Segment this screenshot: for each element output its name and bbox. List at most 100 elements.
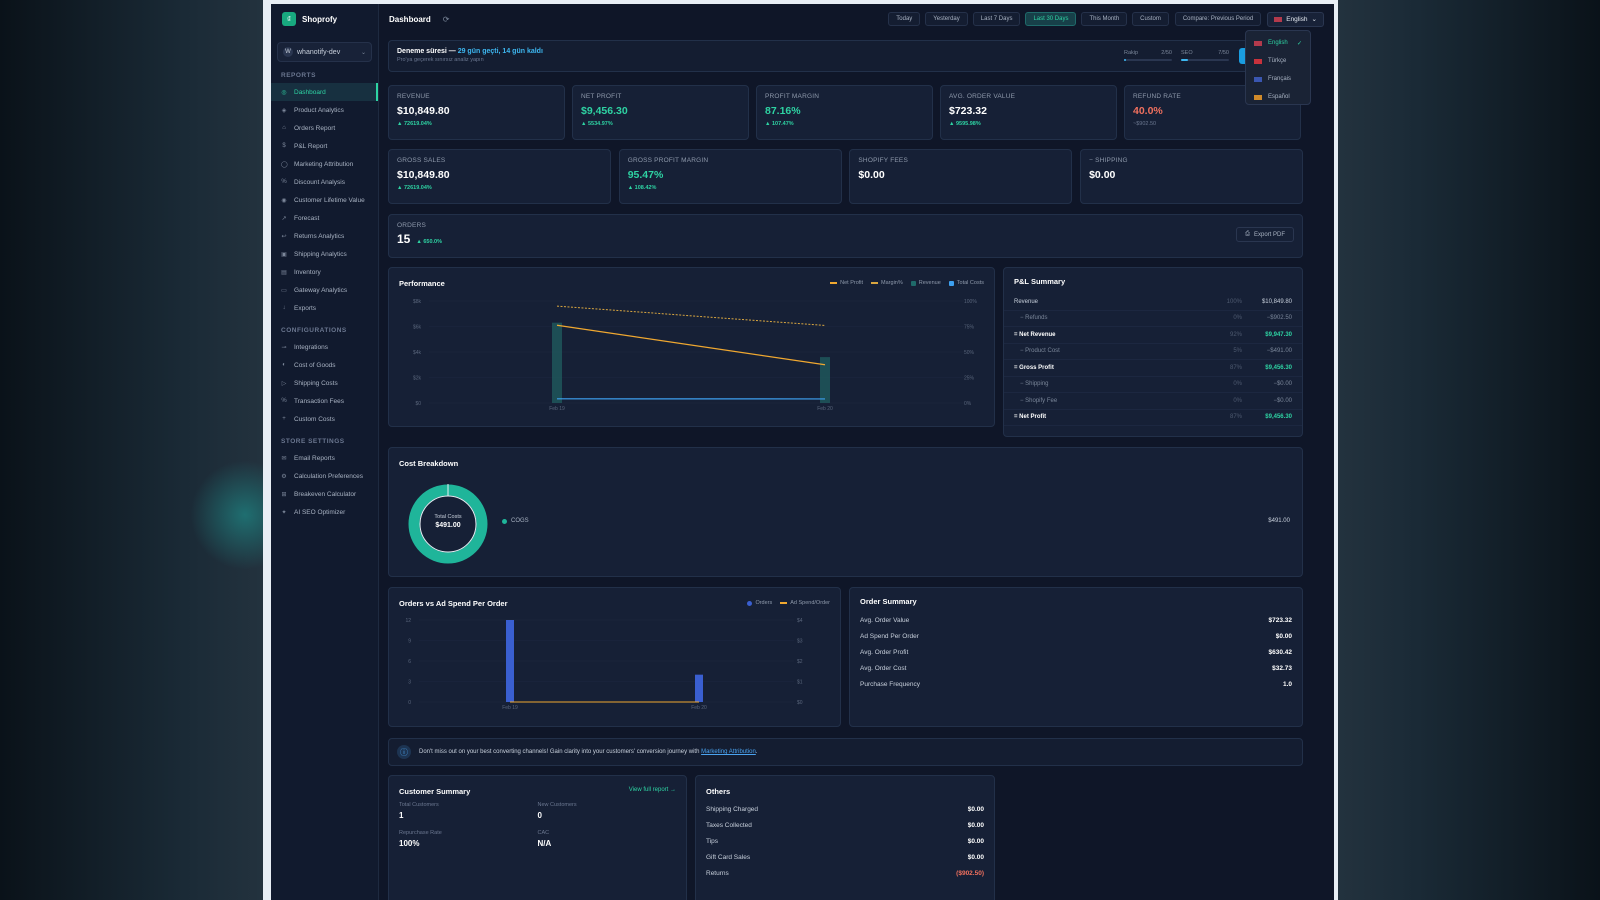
section-store-title: STORE SETTINGS [281, 438, 345, 445]
y-tick-label: $6k [413, 325, 422, 331]
performance-title: Performance [399, 279, 445, 288]
sidebar-item-marketing-attribution[interactable]: ◯ Marketing Attribution [271, 155, 378, 173]
calculator-icon: ⊞ [281, 491, 287, 498]
range-yesterday[interactable]: Yesterday [925, 12, 968, 26]
cart-icon: ⌂ [282, 125, 286, 131]
sidebar-item-integrations[interactable]: ⊸ Integrations [271, 338, 378, 356]
sidebar-item-gateway-analytics[interactable]: ▭ Gateway Analytics [271, 281, 378, 299]
range-last-30-days[interactable]: Last 30 Days [1025, 12, 1077, 26]
sidebar-item-label: Dashboard [294, 88, 326, 96]
marketing-attribution-link[interactable]: Marketing Attribution [701, 749, 756, 755]
legend-total-costs: Total Costs [948, 280, 984, 286]
sidebar-item-label: Customer Lifetime Value [294, 196, 365, 204]
sidebar-item-dashboard[interactable]: ◎ Dashboard [271, 83, 378, 101]
sidebar-item-exports[interactable]: ↓ Exports [271, 299, 378, 317]
language-option-2[interactable]: Français [1246, 70, 1310, 88]
user-icon: ◉ [281, 197, 287, 204]
sidebar-item-breakeven-calculator[interactable]: ⊞ Breakeven Calculator [271, 485, 378, 503]
meter-seo: SEO 7/50 [1181, 50, 1229, 61]
order-summary-label: Avg. Order Cost [860, 664, 907, 672]
language-option-0[interactable]: English ✓ [1246, 34, 1310, 52]
y2-tick-label: $1 [797, 680, 803, 686]
language-option-3[interactable]: Español [1246, 88, 1310, 106]
others-label: Returns [706, 870, 729, 878]
sidebar-item-label: Gateway Analytics [294, 286, 348, 294]
cost-donut [408, 484, 488, 564]
performance-card: Performance Net Profit Margin% Revenue T… [388, 267, 995, 427]
kpi-card-net-profit: Net Profit $9,456.30 ▲ 5534.97% [572, 85, 749, 140]
legend-orders: Orders [747, 600, 772, 606]
sidebar-item-forecast[interactable]: ↗ Forecast [271, 209, 378, 227]
sidebar-item-shipping-analytics[interactable]: ▣ Shipping Analytics [271, 245, 378, 263]
sidebar-item-ai-seo-optimizer[interactable]: ✦ AI SEO Optimizer [271, 503, 378, 521]
kpi-label: Avg. Order Value [949, 93, 1016, 100]
language-option-1[interactable]: Türkçe [1246, 52, 1310, 70]
orders-delta: ▲ 650.0% [416, 239, 442, 245]
y2-tick-label: 25% [964, 376, 975, 382]
pl-row: = Net Profit 87% $9,456.30 [1004, 410, 1302, 426]
export-pdf-button[interactable]: ⎙ Export PDF [1236, 227, 1294, 242]
info-banner: ⓘ Don't miss out on your best converting… [388, 738, 1303, 766]
bar-orders [506, 620, 514, 702]
pl-row-percent: 5% [1233, 348, 1242, 355]
store-avatar: W [283, 47, 293, 57]
legend-revenue: Revenue [910, 280, 941, 286]
sidebar-item-inventory[interactable]: ▤ Inventory [271, 263, 378, 281]
y2-tick-label: 50% [964, 350, 975, 356]
customer-stat-label: Total Customers [399, 802, 439, 808]
compare-button[interactable]: Compare: Previous Period [1174, 12, 1262, 26]
customer-stat-value: N/A [537, 839, 552, 848]
language-select[interactable]: English ⌄ [1267, 11, 1324, 27]
topbar: Dashboard ⟳ Today Yesterday Last 7 Days Las… [379, 4, 1334, 34]
range-today[interactable]: Today [888, 12, 921, 26]
sidebar-item-label: Breakeven Calculator [294, 490, 357, 498]
sidebar-item-cost-of-goods[interactable]: ◐ Cost of Goods [271, 356, 378, 374]
others-value: $0.00 [967, 854, 984, 862]
gear-icon: ⚙ [281, 473, 287, 480]
order-summary-value: $32.73 [1272, 664, 1292, 672]
kpi-value: $0.00 [858, 169, 885, 181]
store-selector[interactable]: W whanotify-dev ⌄ [277, 42, 372, 62]
sidebar-item-email-reports[interactable]: ✉ Email Reports [271, 449, 378, 467]
range-this-month[interactable]: This Month [1081, 12, 1128, 26]
others-title: Others [706, 787, 731, 796]
y-tick-label: 6 [408, 659, 411, 665]
brand[interactable]: ₫ Shoprofy [271, 4, 378, 34]
range-custom[interactable]: Custom [1132, 12, 1169, 26]
meter-rakip: Rakip 2/50 [1124, 50, 1172, 61]
sidebar-item-shipping-costs[interactable]: ▷ Shipping Costs [271, 374, 378, 392]
grid-icon: ◎ [281, 89, 287, 96]
trial-highlight: 29 gün geçti, 14 gün kaldı [457, 48, 543, 55]
kpi-card-gross-sales: Gross Sales $10,849.80 ▲ 72619.04% [388, 149, 611, 204]
target-icon: ◯ [281, 161, 288, 168]
legend-margin: Margin% [871, 280, 903, 286]
range-last-7-days[interactable]: Last 7 Days [972, 12, 1021, 26]
others-value: $0.00 [967, 837, 984, 845]
sidebar-item-label: Cost of Goods [294, 361, 336, 369]
sidebar-item-discount-analysis[interactable]: % Discount Analysis [271, 173, 378, 191]
export-icon: ⎙ [1245, 231, 1250, 237]
percent-icon: % [281, 179, 287, 185]
sidebar-item-customer-lifetime-value[interactable]: ◉ Customer Lifetime Value [271, 191, 378, 209]
sidebar-item-product-analytics[interactable]: ◈ Product Analytics [271, 101, 378, 119]
sidebar-item-p-l-report[interactable]: $ P&L Report [271, 137, 378, 155]
kpi-label: Gross Profit Margin [627, 157, 709, 164]
refresh-icon[interactable]: ⟳ [442, 14, 450, 24]
order-summary-row: Ad Spend Per Order $0.00 [860, 628, 1292, 644]
pl-row-label: − Shipping [1020, 381, 1049, 388]
sidebar-item-returns-analytics[interactable]: ↩ Returns Analytics [271, 227, 378, 245]
sidebar-item-calculation-preferences[interactable]: ⚙ Calculation Preferences [271, 467, 378, 485]
y2-tick-label: 75% [964, 325, 975, 331]
order-summary-card: Order Summary Avg. Order Value $723.32 Ad … [849, 587, 1303, 727]
legend-net-profit: Net Profit [830, 280, 863, 286]
percent-icon: % [281, 398, 287, 404]
sidebar-item-transaction-fees[interactable]: % Transaction Fees [271, 392, 378, 410]
customer-summary-card: Customer Summary View full report → Tota… [388, 775, 687, 900]
sidebar-item-orders-report[interactable]: ⌂ Orders Report [271, 119, 378, 137]
y-tick-label: $0 [415, 401, 421, 407]
pl-row: − Refunds 0% −$902.50 [1004, 311, 1302, 327]
main-content: Deneme süresi — 29 gün geçti, 14 gün kal… [388, 4, 1304, 900]
pl-row-label: = Gross Profit [1014, 364, 1054, 371]
view-full-report-link[interactable]: View full report → [628, 787, 676, 793]
sidebar-item-custom-costs[interactable]: + Custom Costs [271, 410, 378, 428]
